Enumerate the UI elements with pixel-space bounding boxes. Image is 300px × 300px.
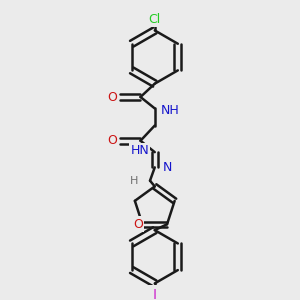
Text: HN: HN [130,144,149,157]
Text: NH: NH [160,104,179,117]
Text: N: N [162,161,172,174]
Text: I: I [153,288,157,300]
Text: O: O [107,134,117,147]
Text: H: H [130,176,139,186]
Text: O: O [133,218,142,231]
Text: O: O [107,91,117,103]
Text: Cl: Cl [148,13,161,26]
